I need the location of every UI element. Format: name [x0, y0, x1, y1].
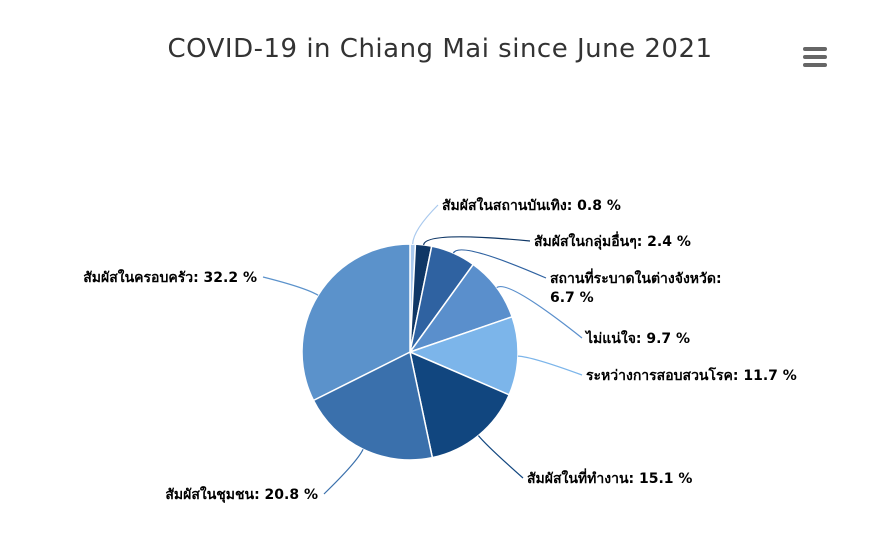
chart-title: COVID-19 in Chiang Mai since June 2021: [167, 34, 713, 64]
hamburger-menu-icon-bar: [803, 63, 827, 67]
data-label: สัมผัสในที่ทำงาน: 15.1 %: [527, 468, 692, 487]
pie-slice[interactable]: [409, 351, 510, 459]
hamburger-menu-icon-bar: [803, 47, 827, 51]
pie-slice[interactable]: [312, 351, 434, 461]
label-connector: [496, 286, 583, 339]
data-label: สถานที่ระบาดในต่างจังหวัด: 6.7 %: [550, 268, 722, 306]
chart-menu-button[interactable]: [800, 44, 830, 70]
label-connector: [452, 249, 547, 279]
data-label: สัมผัสในครอบครัว: 32.2 %: [83, 268, 257, 286]
data-label: สัมผัสในสถานบันเทิง: 0.8 %: [442, 196, 621, 214]
data-label: ระหว่างการสอบสวนโรค: 11.7 %: [586, 366, 797, 384]
label-connector: [423, 236, 531, 246]
data-label: ไม่แน่ใจ: 9.7 %: [584, 329, 690, 347]
hamburger-menu-icon-bar: [803, 55, 827, 59]
label-connector: [412, 204, 439, 245]
label-connector: [477, 435, 524, 479]
data-label: สัมผัสในชุมชน: 20.8 %: [165, 485, 318, 503]
label-connector: [262, 276, 319, 296]
label-connector: [323, 449, 364, 495]
label-connector: [517, 355, 583, 376]
data-label: สัมผัสในกลุ่มอื่นๆ: 2.4 %: [534, 231, 691, 250]
